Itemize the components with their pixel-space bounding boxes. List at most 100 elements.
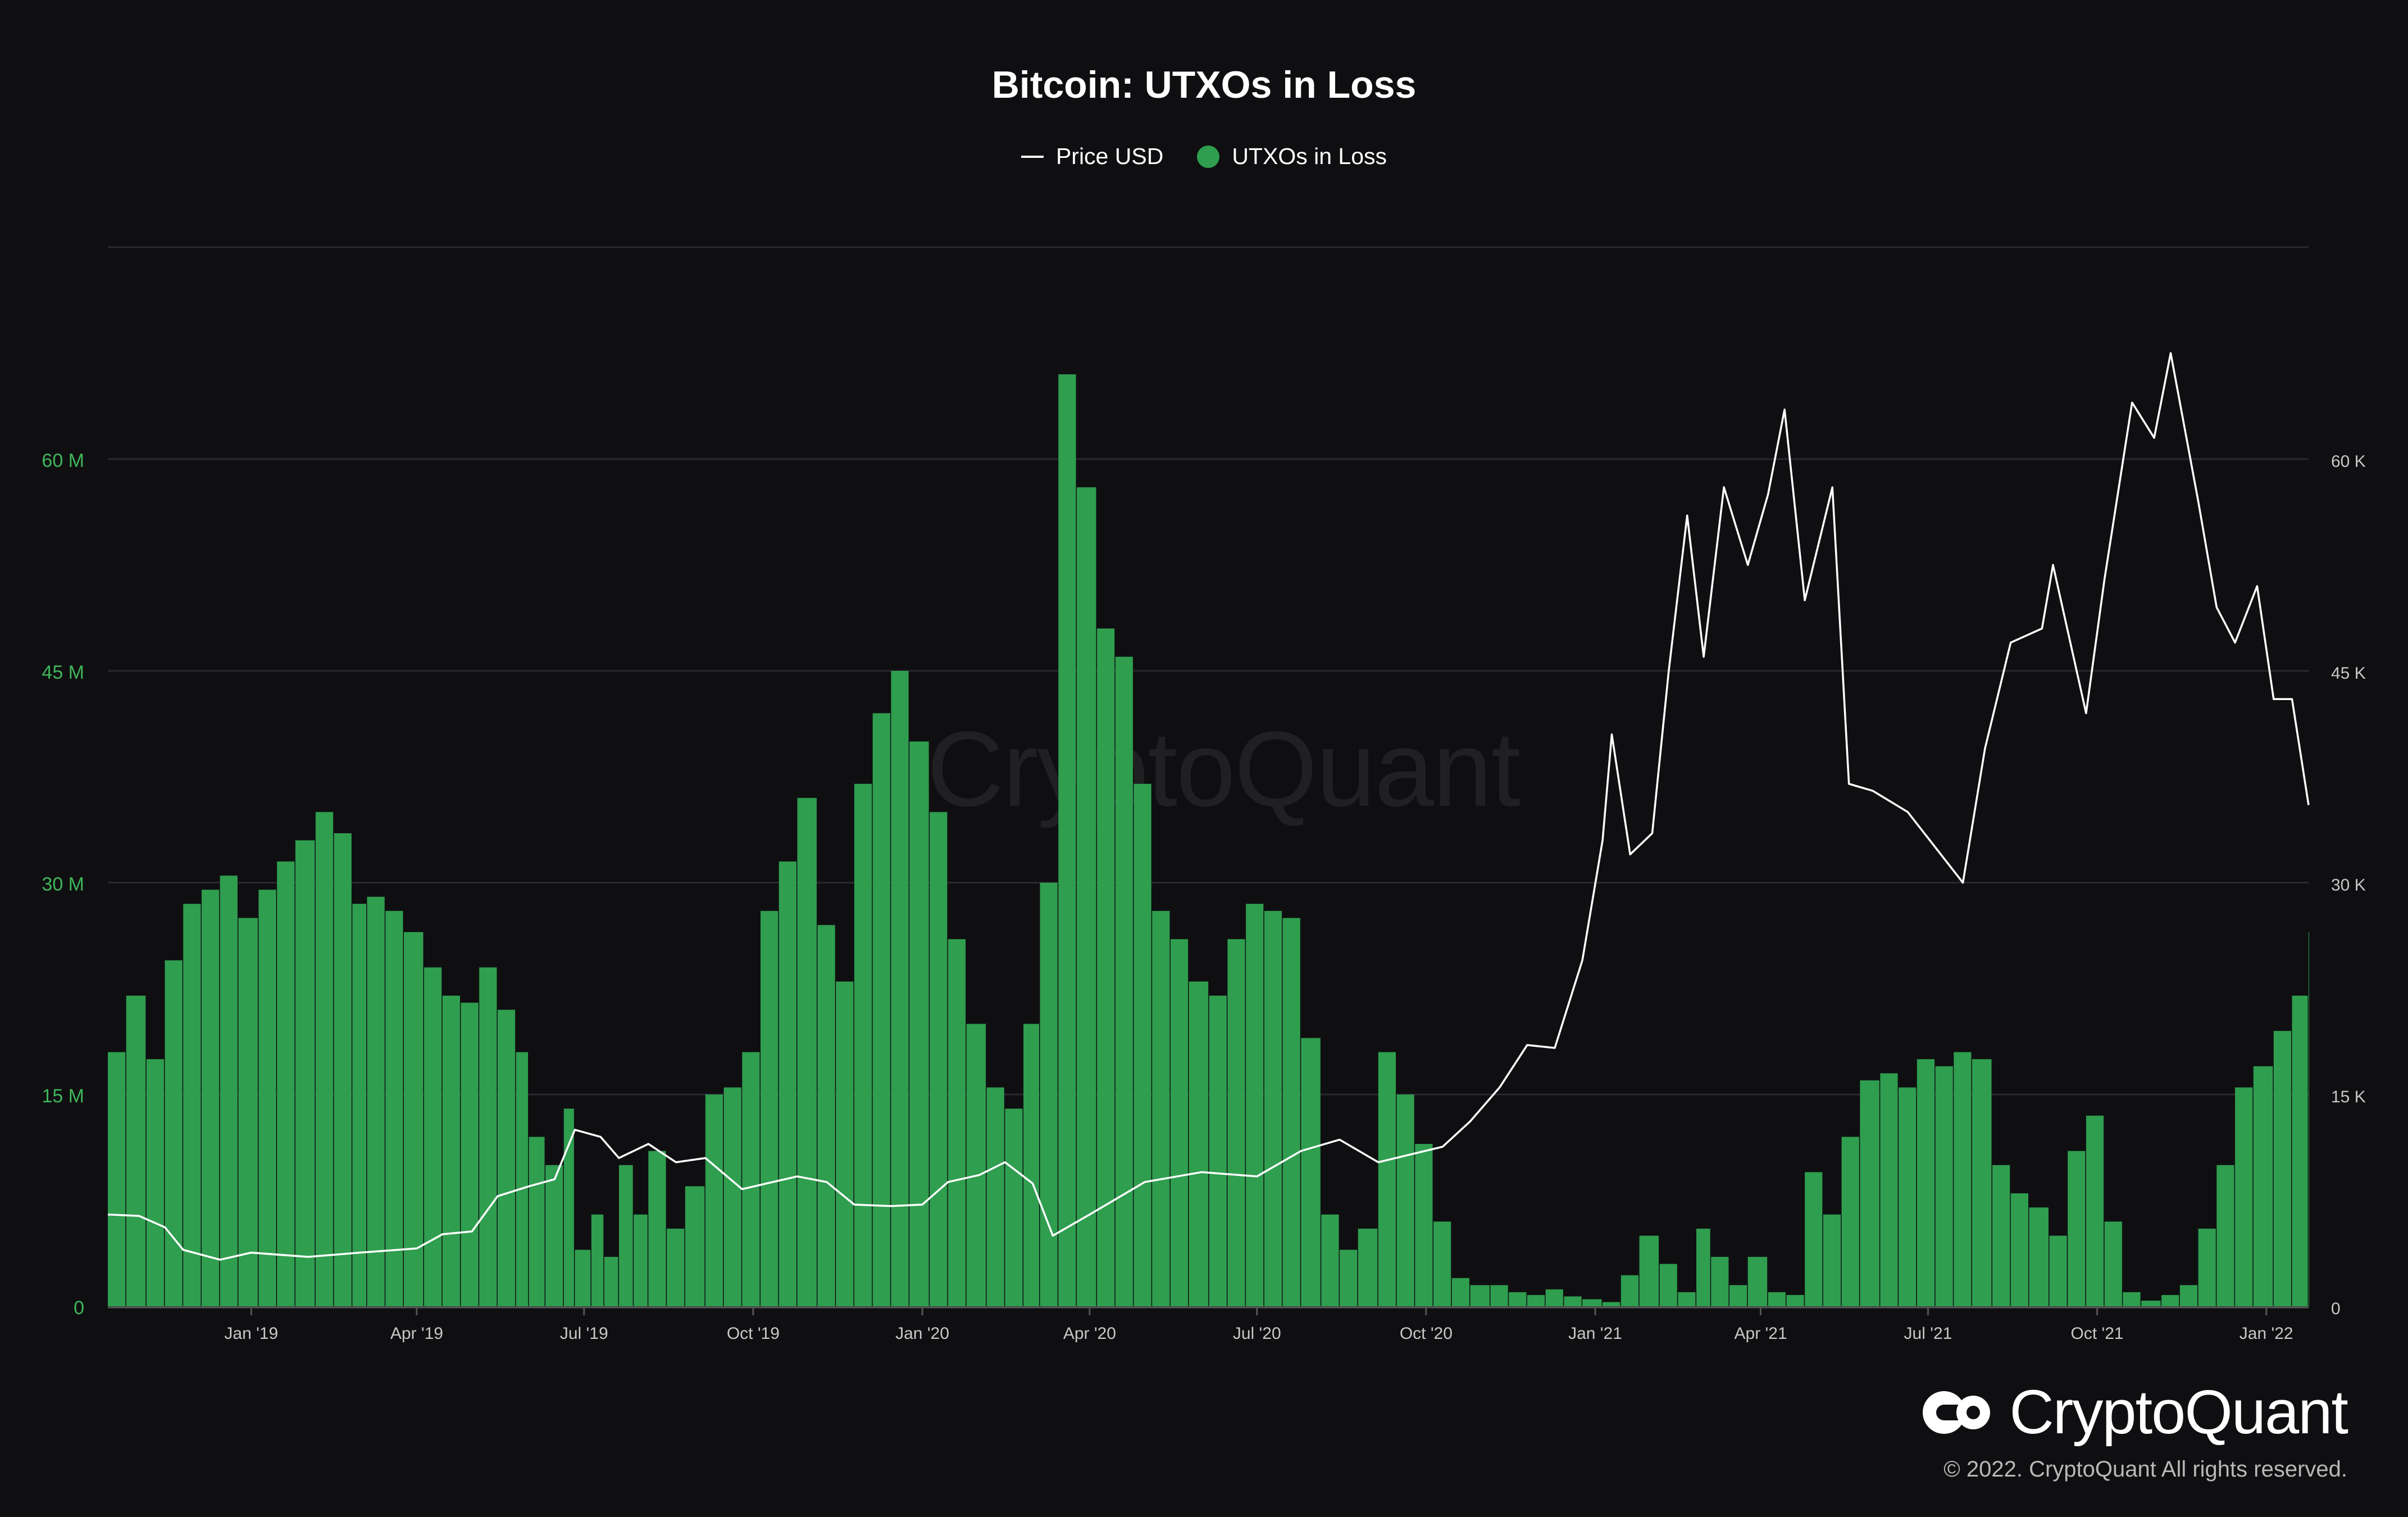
legend-label-utxo: UTXOs in Loss xyxy=(1232,143,1387,169)
utxo-bar xyxy=(367,897,385,1306)
utxo-bar xyxy=(1899,1087,1917,1306)
x-axis-tick-label: Jul '19 xyxy=(560,1324,608,1343)
utxo-bar xyxy=(1917,1059,1935,1306)
utxo-bar xyxy=(2104,1221,2122,1306)
utxo-bar xyxy=(1954,1052,1972,1306)
price-line-layer xyxy=(107,352,2310,1261)
utxo-bar xyxy=(1358,1228,1378,1306)
utxo-bar xyxy=(545,1165,563,1306)
utxo-bar xyxy=(315,812,334,1306)
x-axis-tick-label: Apr '20 xyxy=(1063,1324,1116,1343)
utxo-bar xyxy=(1282,918,1300,1306)
utxo-bar xyxy=(667,1228,685,1306)
utxo-bar xyxy=(2179,1285,2198,1306)
utxo-bar xyxy=(1860,1080,1879,1306)
utxo-bar xyxy=(424,967,442,1306)
utxo-bar xyxy=(891,671,909,1306)
utxo-bar xyxy=(1076,487,1096,1307)
utxo-bar xyxy=(1972,1059,1992,1306)
brand-name: CryptoQuant xyxy=(2009,1378,2348,1447)
utxo-bar xyxy=(618,1165,633,1306)
utxo-bar xyxy=(1603,1302,1620,1306)
utxo-bar xyxy=(817,925,835,1306)
utxo-bar xyxy=(742,1052,760,1306)
utxo-bar xyxy=(2216,1165,2234,1306)
utxo-bar xyxy=(836,981,854,1306)
utxo-bar xyxy=(385,911,403,1306)
left-axis-tick-label: 15 M xyxy=(42,1085,84,1107)
utxo-bar xyxy=(948,939,966,1306)
utxo-bar xyxy=(2123,1292,2141,1306)
right-axis-tick-label: 15 K xyxy=(2331,1088,2366,1106)
utxo-bar xyxy=(1451,1278,1469,1306)
utxo-bar xyxy=(295,840,315,1306)
utxo-bar xyxy=(1396,1094,1414,1306)
utxo-bar xyxy=(2161,1295,2179,1306)
utxo-bar xyxy=(1747,1257,1768,1306)
utxo-bar xyxy=(403,932,424,1306)
utxo-bar xyxy=(1841,1137,1859,1306)
utxo-bar xyxy=(1545,1289,1563,1306)
utxo-bar xyxy=(1768,1292,1786,1306)
utxo-bar xyxy=(1527,1295,1545,1306)
utxo-bar xyxy=(2253,1066,2273,1306)
utxo-bar xyxy=(1301,1038,1321,1306)
utxo-bar xyxy=(1639,1236,1659,1306)
right-axis-tick-label: 45 K xyxy=(2331,664,2366,683)
price-line xyxy=(107,352,2310,1261)
left-axis-tick-label: 0 xyxy=(74,1297,84,1319)
utxo-bar xyxy=(1023,1024,1040,1306)
utxo-bar xyxy=(2235,1087,2253,1306)
utxo-bar xyxy=(1729,1285,1747,1306)
utxo-bar xyxy=(352,903,367,1306)
utxo-bar xyxy=(165,960,183,1306)
utxo-bar xyxy=(2292,996,2308,1306)
utxo-bar xyxy=(604,1257,618,1306)
legend-item-utxo[interactable]: UTXOs in Loss xyxy=(1197,143,1387,170)
utxo-bar xyxy=(2010,1193,2028,1306)
utxo-bar xyxy=(1823,1214,1841,1306)
utxo-bar xyxy=(220,875,238,1306)
utxo-bar xyxy=(1378,1052,1396,1306)
utxo-bar xyxy=(1415,1143,1433,1306)
left-axis-tick-label: 30 M xyxy=(42,874,84,895)
copyright: © 2022. CryptoQuant All rights reserved. xyxy=(1943,1457,2347,1482)
utxo-bar xyxy=(529,1137,545,1306)
line-swatch-icon xyxy=(1021,155,1044,158)
utxo-bar xyxy=(238,918,258,1306)
utxo-bar xyxy=(1805,1172,1823,1306)
utxo-bar xyxy=(1170,939,1189,1306)
utxo-bar xyxy=(909,741,929,1306)
utxo-bar xyxy=(930,812,948,1306)
utxo-bar xyxy=(1470,1285,1490,1306)
utxo-bar xyxy=(146,1059,164,1306)
utxo-bar xyxy=(126,996,146,1306)
utxo-bar xyxy=(1040,883,1058,1306)
x-axis-tick-label: Jul '21 xyxy=(1904,1324,1952,1343)
utxo-bar xyxy=(1264,911,1282,1306)
legend: Price USD UTXOs in Loss xyxy=(0,143,2408,170)
utxo-bar xyxy=(2273,1030,2292,1306)
legend-item-price[interactable]: Price USD xyxy=(1021,143,1163,170)
utxo-bar xyxy=(1992,1165,2010,1306)
utxo-bar xyxy=(2086,1115,2104,1306)
utxo-bar xyxy=(648,1151,666,1306)
utxo-bar xyxy=(1134,784,1151,1306)
utxo-bar xyxy=(1620,1275,1639,1306)
utxo-bar xyxy=(479,967,497,1306)
x-axis-tick-label: Apr '21 xyxy=(1735,1324,1787,1343)
utxo-bar xyxy=(1189,981,1209,1306)
x-axis-tick-label: Apr '19 xyxy=(390,1324,443,1343)
right-axis-tick-label: 0 xyxy=(2331,1300,2341,1318)
utxo-bar xyxy=(563,1109,574,1306)
utxo-bar xyxy=(277,861,295,1306)
utxo-bar xyxy=(1509,1292,1527,1306)
utxo-bar xyxy=(2029,1207,2049,1306)
utxo-bar xyxy=(723,1087,741,1306)
utxo-bar xyxy=(1678,1292,1696,1306)
utxo-bar xyxy=(1005,1109,1023,1306)
utxo-bar xyxy=(1564,1296,1582,1306)
legend-label-price: Price USD xyxy=(1055,143,1164,169)
utxo-bar xyxy=(497,1010,516,1306)
